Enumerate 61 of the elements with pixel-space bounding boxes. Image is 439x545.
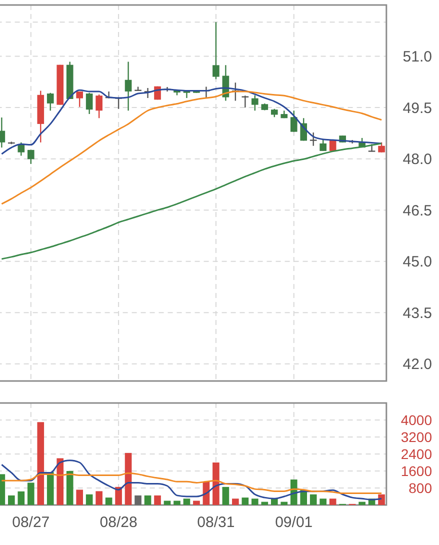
y-tick-label: 2400 xyxy=(400,446,432,462)
line-series xyxy=(0,460,382,500)
y-tick-label: 3200 xyxy=(400,428,432,445)
candlestick xyxy=(212,21,220,80)
bar xyxy=(164,500,171,505)
candlestick xyxy=(86,92,93,115)
candlestick xyxy=(310,132,317,146)
y-tick-label: 800 xyxy=(408,480,432,496)
bar xyxy=(232,498,239,505)
bar xyxy=(212,462,220,505)
bar xyxy=(261,502,268,505)
line-series xyxy=(0,472,382,494)
bar xyxy=(46,472,54,505)
y-tick-label: 45.0 xyxy=(402,254,432,271)
candlestick xyxy=(76,90,83,108)
bar xyxy=(378,494,385,505)
bar xyxy=(280,502,288,505)
y-tick-label: 1600 xyxy=(400,462,432,479)
x-tick-label: 08/31 xyxy=(197,514,235,531)
bar xyxy=(37,422,44,505)
y-tick-label: 49.5 xyxy=(402,100,432,117)
y-tick-label: 51.0 xyxy=(402,48,432,66)
candlestick xyxy=(290,110,298,132)
bar xyxy=(252,498,258,505)
bar xyxy=(76,490,83,505)
bar xyxy=(320,498,326,505)
bar xyxy=(193,500,200,505)
bar xyxy=(8,495,15,505)
bar xyxy=(105,498,112,505)
candlestick xyxy=(252,94,258,112)
bar xyxy=(115,486,122,505)
x-tick-label: 08/27 xyxy=(12,514,50,531)
candlestick xyxy=(27,149,34,165)
bar xyxy=(358,502,366,505)
y-tick-label: 46.5 xyxy=(402,202,432,220)
y-tick-label: 42.0 xyxy=(402,356,432,374)
bar xyxy=(56,458,64,505)
candlestick xyxy=(96,94,102,119)
y-tick-label: 48.0 xyxy=(402,151,432,168)
bar xyxy=(329,498,336,505)
x-tick-label: 08/28 xyxy=(100,514,138,531)
bar xyxy=(222,486,230,505)
y-tick-label: 4000 xyxy=(400,412,432,428)
bar xyxy=(144,495,152,505)
bar xyxy=(134,495,142,505)
bar xyxy=(310,494,317,505)
y-tick-label: 43.5 xyxy=(402,304,432,322)
bar xyxy=(66,471,74,505)
line-series xyxy=(0,142,382,260)
bar xyxy=(86,494,93,505)
bar xyxy=(96,491,102,505)
bar xyxy=(27,482,34,505)
bar xyxy=(154,495,161,505)
x-tick-label: 09/01 xyxy=(275,514,313,531)
bar xyxy=(242,498,249,505)
bar xyxy=(18,491,25,505)
candlestick xyxy=(378,142,385,153)
candlestick xyxy=(46,92,54,112)
bar xyxy=(174,500,180,505)
candlestick xyxy=(124,61,132,112)
bar xyxy=(183,498,190,505)
